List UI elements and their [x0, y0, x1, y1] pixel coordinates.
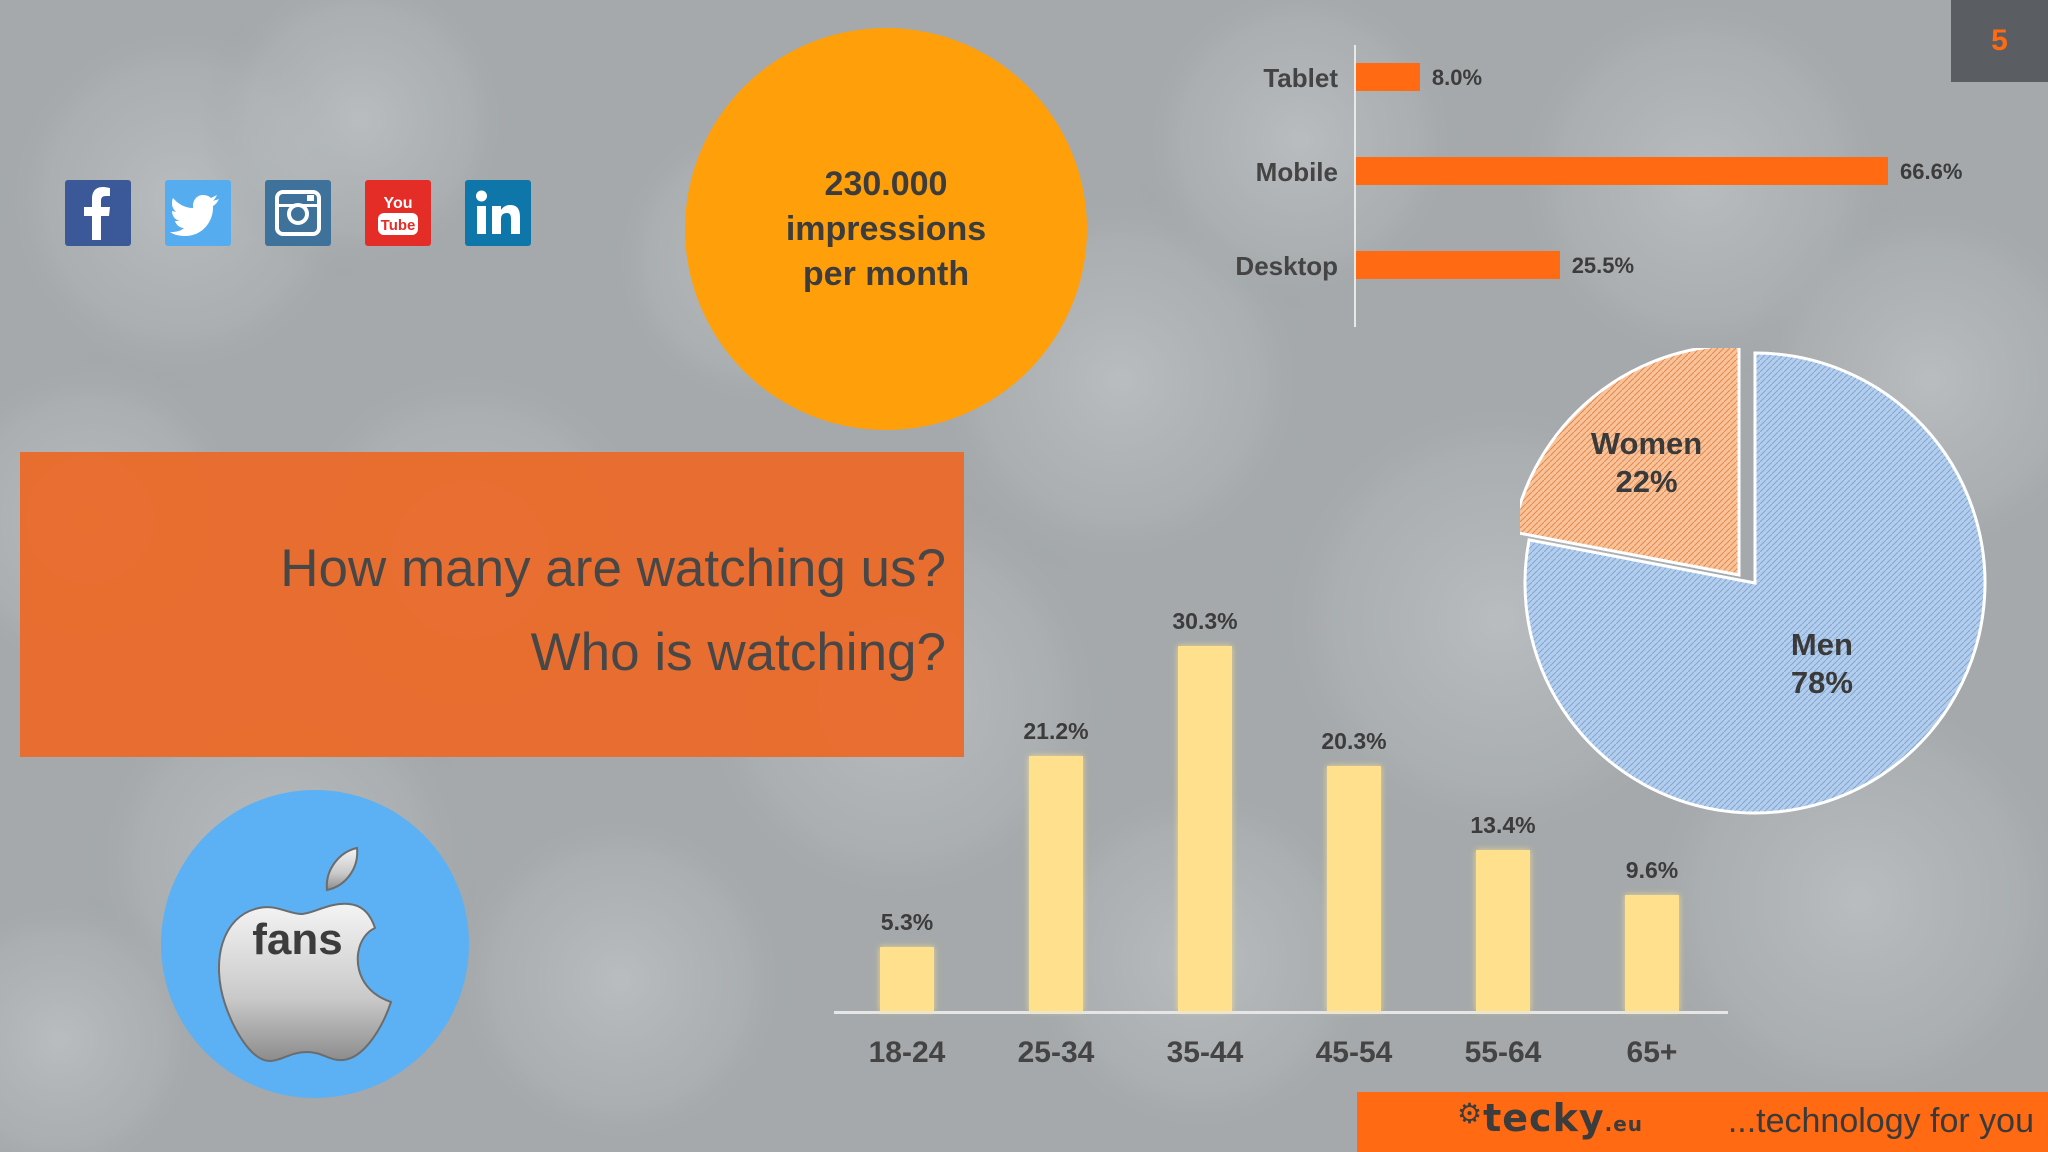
device-label-desktop: Desktop: [1235, 251, 1338, 281]
pie-slice-men: [1523, 351, 1987, 815]
age-value-45-54: 20.3%: [1321, 728, 1387, 755]
banner-question-2: Who is watching?: [530, 623, 946, 682]
linkedin-icon[interactable]: [465, 180, 531, 246]
device-value-mobile: 66.6%: [1900, 159, 1963, 184]
page-number: 5: [1951, 0, 2048, 82]
age-bar-45-54: [1327, 766, 1381, 1011]
apple-logo-icon: [218, 846, 393, 1063]
age-bar-35-44: [1178, 646, 1232, 1011]
age-bar-18-24: [880, 947, 934, 1011]
age-category-65plus: 65+: [1626, 1036, 1678, 1069]
footer-logo[interactable]: ⚙tecky.eu: [1457, 1096, 1643, 1140]
gear-icon: ⚙: [1457, 1097, 1484, 1130]
age-value-55-64: 13.4%: [1470, 811, 1536, 838]
impressions-count: 230.000: [824, 164, 948, 203]
age-bar-55-64: [1476, 849, 1530, 1011]
svg-text:You: You: [383, 195, 412, 212]
pie-label-value-men: 78%: [1790, 664, 1853, 700]
age-category-55-64: 55-64: [1464, 1036, 1542, 1069]
gender-pie-chart: [1520, 348, 1987, 815]
age-value-25-34: 21.2%: [1023, 717, 1089, 744]
banner-question-1: How many are watching us?: [280, 539, 946, 598]
instagram-icon[interactable]: [265, 180, 331, 246]
age-value-65plus: 9.6%: [1625, 857, 1679, 884]
facebook-icon[interactable]: [65, 180, 131, 246]
impressions-circle: 230.000 impressions per month: [685, 28, 1087, 430]
device-bar-mobile: [1356, 157, 1888, 185]
question-banner: How many are watching us? Who is watchin…: [20, 452, 964, 757]
age-category-35-44: 35-44: [1166, 1036, 1244, 1069]
pie-label-name-men: Men: [1790, 626, 1853, 662]
age-category-18-24: 18-24: [868, 1036, 946, 1069]
device-chart-axis: [1354, 45, 1356, 327]
pie-slice-women: [1520, 348, 1741, 577]
pie-label-name-women: Women: [1590, 426, 1703, 462]
logo-suffix: .eu: [1604, 1112, 1644, 1136]
age-value-35-44: 30.3%: [1172, 608, 1238, 634]
pie-label-women: Women 22%: [1567, 425, 1727, 501]
footer-bar: ⚙tecky.eu ...technology for you: [1357, 1092, 2048, 1152]
pie-label-men: Men 78%: [1742, 626, 1902, 702]
age-bar-65plus: [1625, 895, 1679, 1011]
fans-label: fans: [252, 915, 343, 964]
impressions-label: impressions: [785, 209, 987, 248]
svg-text:Tube: Tube: [381, 217, 416, 234]
impressions-text: 230.000 impressions per month: [786, 162, 986, 297]
device-bar-tablet: [1356, 63, 1420, 91]
pie-label-value-women: 22%: [1615, 464, 1678, 500]
fans-circle: [161, 790, 469, 1098]
age-category-45-54: 45-54: [1315, 1036, 1393, 1069]
footer-tagline: ...technology for you: [1727, 1102, 2034, 1140]
youtube-icon[interactable]: You Tube: [365, 180, 431, 246]
age-category-25-34: 25-34: [1017, 1036, 1095, 1069]
device-value-desktop: 25.5%: [1571, 253, 1635, 278]
device-label-tablet: Tablet: [1263, 63, 1338, 93]
age-bar-25-34: [1029, 755, 1083, 1011]
impressions-period: per month: [802, 254, 970, 293]
twitter-icon[interactable]: [165, 180, 231, 246]
device-bar-desktop: [1356, 251, 1560, 279]
age-chart-axis: [834, 1011, 1728, 1014]
device-label-mobile: Mobile: [1255, 157, 1338, 187]
device-value-tablet: 8.0%: [1431, 65, 1483, 90]
age-value-18-24: 5.3%: [880, 909, 934, 936]
logo-text: tecky: [1483, 1096, 1605, 1140]
